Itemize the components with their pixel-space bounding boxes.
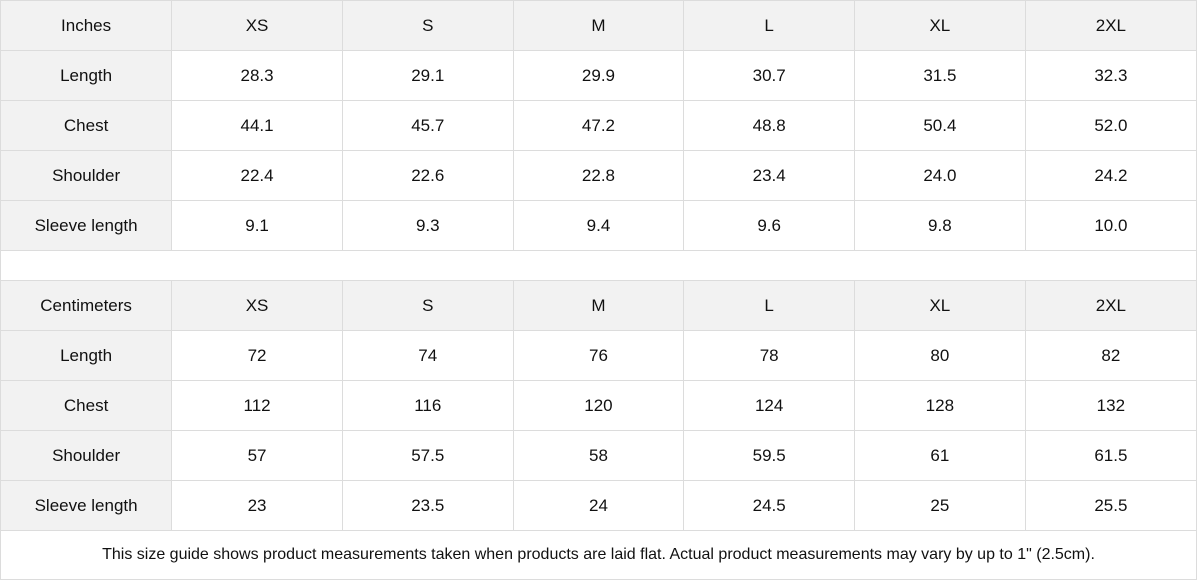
measurement-value: 50.4 <box>854 100 1026 151</box>
spacer-row <box>1 250 1196 281</box>
measurement-value: 24.2 <box>1024 150 1196 201</box>
measurement-label: Chest <box>1 100 173 151</box>
measurement-value: 23.5 <box>341 480 514 531</box>
measurement-value: 44.1 <box>171 100 343 151</box>
measurement-value: 74 <box>341 330 514 381</box>
measurement-label: Shoulder <box>1 150 173 201</box>
measurement-value: 25 <box>854 480 1026 531</box>
measurement-value: 9.4 <box>512 200 685 251</box>
size-header: 2XL <box>1024 1 1196 51</box>
size-header: 2XL <box>1024 280 1196 331</box>
measurement-label: Sleeve length <box>1 480 173 531</box>
measurement-value: 57 <box>171 430 343 481</box>
size-header: L <box>683 1 856 51</box>
measurement-value: 76 <box>512 330 685 381</box>
size-header: XS <box>171 1 343 51</box>
measurement-value: 29.1 <box>341 50 514 101</box>
table-row: Chest 44.1 45.7 47.2 48.8 50.4 52.0 <box>1 100 1196 151</box>
measurement-value: 59.5 <box>683 430 856 481</box>
measurement-value: 32.3 <box>1024 50 1196 101</box>
size-header: M <box>512 1 685 51</box>
spacer <box>1 250 1196 281</box>
measurement-value: 82 <box>1024 330 1196 381</box>
measurement-label: Chest <box>1 380 173 431</box>
measurement-value: 124 <box>683 380 856 431</box>
measurement-value: 22.8 <box>512 150 685 201</box>
measurement-value: 48.8 <box>683 100 856 151</box>
measurement-value: 61 <box>854 430 1026 481</box>
size-header: L <box>683 280 856 331</box>
measurement-value: 132 <box>1024 380 1196 431</box>
measurement-value: 9.3 <box>341 200 514 251</box>
size-header: XL <box>854 1 1026 51</box>
measurement-value: 58 <box>512 430 685 481</box>
inches-header-row: Inches XS S M L XL 2XL <box>1 1 1196 51</box>
unit-header: Centimeters <box>1 280 173 331</box>
centimeters-header-row: Centimeters XS S M L XL 2XL <box>1 280 1196 331</box>
measurement-value: 22.4 <box>171 150 343 201</box>
measurement-value: 31.5 <box>854 50 1026 101</box>
measurement-value: 22.6 <box>341 150 514 201</box>
size-header: XS <box>171 280 343 331</box>
measurement-value: 24.5 <box>683 480 856 531</box>
footnote: This size guide shows product measuremen… <box>1 530 1196 579</box>
table-row: Length 72 74 76 78 80 82 <box>1 330 1196 381</box>
measurement-value: 47.2 <box>512 100 685 151</box>
measurement-label: Sleeve length <box>1 200 173 251</box>
table-row: Shoulder 22.4 22.6 22.8 23.4 24.0 24.2 <box>1 150 1196 201</box>
table-row: Sleeve length 23 23.5 24 24.5 25 25.5 <box>1 480 1196 531</box>
measurement-value: 72 <box>171 330 343 381</box>
measurement-value: 80 <box>854 330 1026 381</box>
measurement-label: Length <box>1 330 173 381</box>
size-header: S <box>341 1 514 51</box>
measurement-value: 52.0 <box>1024 100 1196 151</box>
measurement-label: Shoulder <box>1 430 173 481</box>
measurement-value: 9.8 <box>854 200 1026 251</box>
measurement-label: Length <box>1 50 173 101</box>
size-header: M <box>512 280 685 331</box>
size-header: S <box>341 280 514 331</box>
measurement-value: 23.4 <box>683 150 856 201</box>
measurement-value: 10.0 <box>1024 200 1196 251</box>
measurement-value: 23 <box>171 480 343 531</box>
unit-header: Inches <box>1 1 173 51</box>
measurement-value: 28.3 <box>171 50 343 101</box>
measurement-value: 9.1 <box>171 200 343 251</box>
table-row: Chest 112 116 120 124 128 132 <box>1 380 1196 431</box>
table-row: Length 28.3 29.1 29.9 30.7 31.5 32.3 <box>1 50 1196 101</box>
measurement-value: 25.5 <box>1024 480 1196 531</box>
measurement-value: 112 <box>171 380 343 431</box>
measurement-value: 78 <box>683 330 856 381</box>
table-row: Shoulder 57 57.5 58 59.5 61 61.5 <box>1 430 1196 481</box>
measurement-value: 9.6 <box>683 200 856 251</box>
measurement-value: 61.5 <box>1024 430 1196 481</box>
measurement-value: 45.7 <box>341 100 514 151</box>
measurement-value: 57.5 <box>341 430 514 481</box>
measurement-value: 128 <box>854 380 1026 431</box>
measurement-value: 30.7 <box>683 50 856 101</box>
footnote-row: This size guide shows product measuremen… <box>1 530 1196 579</box>
table-row: Sleeve length 9.1 9.3 9.4 9.6 9.8 10.0 <box>1 200 1196 251</box>
measurement-value: 116 <box>341 380 514 431</box>
measurement-value: 24.0 <box>854 150 1026 201</box>
measurement-value: 29.9 <box>512 50 685 101</box>
measurement-value: 120 <box>512 380 685 431</box>
size-header: XL <box>854 280 1026 331</box>
measurement-value: 24 <box>512 480 685 531</box>
